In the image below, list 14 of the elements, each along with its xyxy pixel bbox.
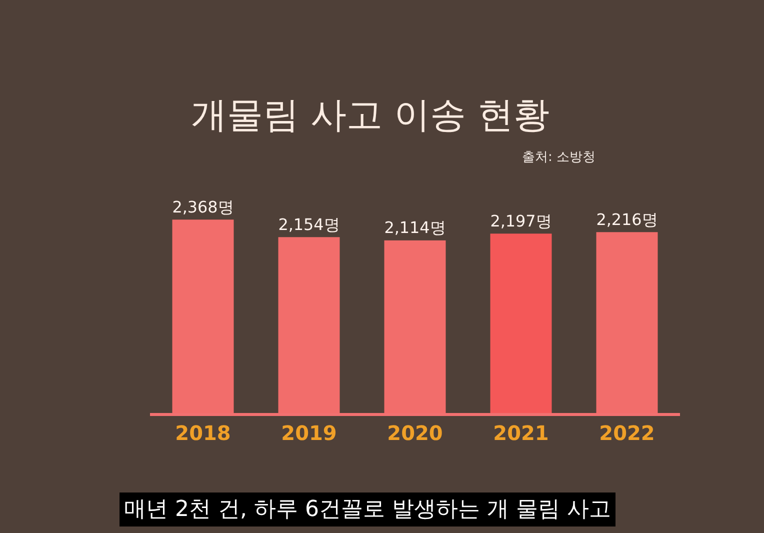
- data-label: 2,216명: [596, 210, 658, 229]
- chart-title: 개물림 사고 이송 현황: [191, 95, 550, 136]
- x-tick-label: 2020: [387, 421, 443, 445]
- x-tick-label: 2021: [493, 421, 549, 445]
- x-tick-label: 2018: [175, 421, 231, 445]
- data-label: 2,154명: [278, 214, 340, 234]
- bar: [490, 234, 552, 413]
- x-tick-label: 2019: [281, 421, 337, 445]
- data-label: 2,114명: [384, 218, 446, 238]
- x-tick-label: 2022: [599, 421, 655, 445]
- source-note: 출처: 소방청: [522, 150, 596, 165]
- data-label: 2,368명: [172, 197, 234, 216]
- text: 매년 2천 건, 하루 6건꼴로 발생하는 개 물림 사고: [124, 497, 611, 522]
- data-label: 2,197명: [490, 211, 552, 230]
